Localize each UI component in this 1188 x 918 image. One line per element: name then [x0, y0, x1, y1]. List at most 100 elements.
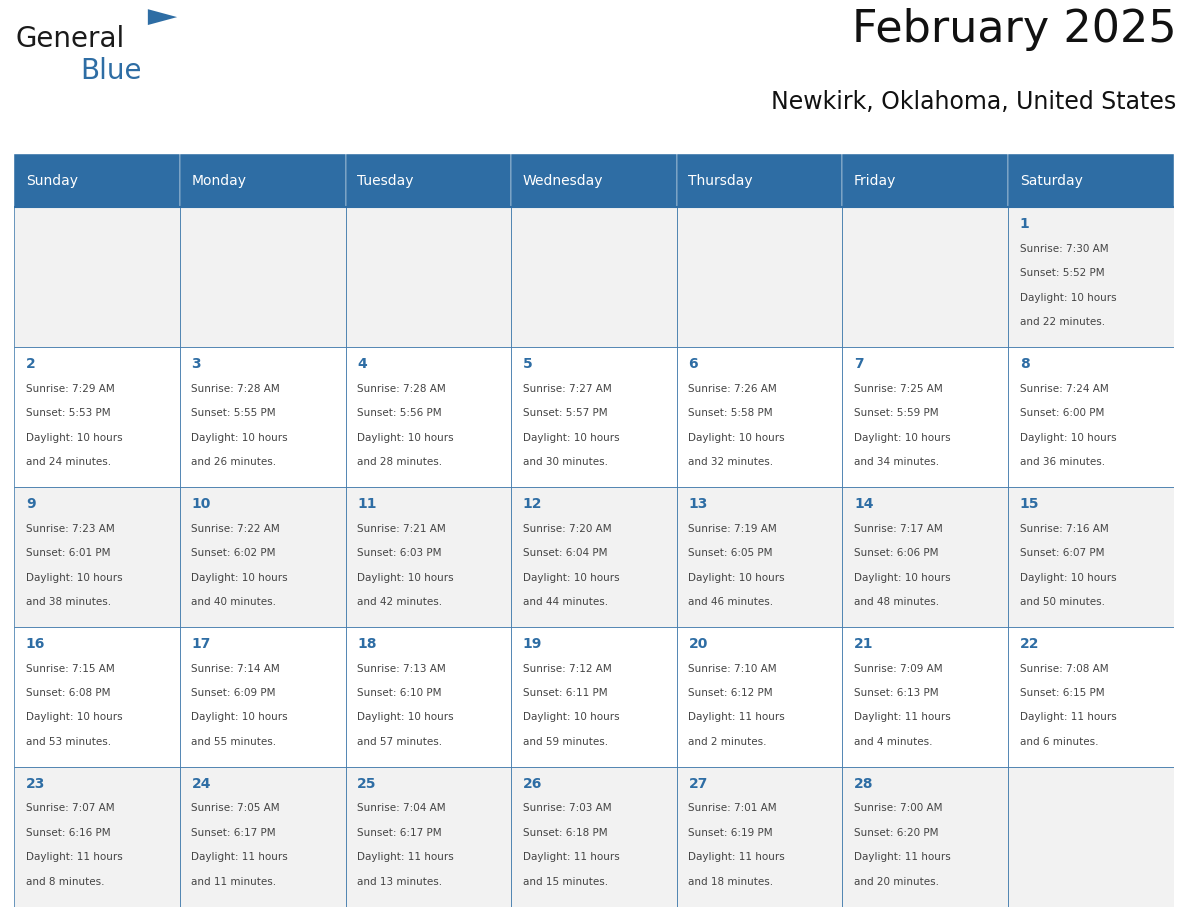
Text: and 38 minutes.: and 38 minutes.: [26, 597, 110, 607]
Text: 26: 26: [523, 777, 542, 791]
Text: Daylight: 10 hours: Daylight: 10 hours: [523, 573, 619, 583]
Text: Sunrise: 7:22 AM: Sunrise: 7:22 AM: [191, 523, 280, 533]
Text: Sunrise: 7:23 AM: Sunrise: 7:23 AM: [26, 523, 114, 533]
Text: 19: 19: [523, 637, 542, 651]
Text: Sunset: 5:52 PM: Sunset: 5:52 PM: [1019, 268, 1105, 278]
Text: 4: 4: [358, 357, 367, 371]
Bar: [842, 347, 1009, 487]
Text: Sunrise: 7:19 AM: Sunrise: 7:19 AM: [688, 523, 777, 533]
Text: Sunset: 5:58 PM: Sunset: 5:58 PM: [688, 409, 773, 419]
Text: Daylight: 10 hours: Daylight: 10 hours: [1019, 432, 1117, 442]
Text: and 50 minutes.: and 50 minutes.: [1019, 597, 1105, 607]
Bar: [842, 207, 1009, 347]
Text: and 44 minutes.: and 44 minutes.: [523, 597, 608, 607]
Text: Sunrise: 7:05 AM: Sunrise: 7:05 AM: [191, 803, 280, 813]
Text: Sunset: 6:05 PM: Sunset: 6:05 PM: [688, 548, 773, 558]
Text: 9: 9: [26, 497, 36, 511]
Text: Sunrise: 7:25 AM: Sunrise: 7:25 AM: [854, 384, 943, 394]
Text: 1: 1: [1019, 218, 1030, 231]
Text: Sunset: 6:18 PM: Sunset: 6:18 PM: [523, 828, 607, 838]
Text: Friday: Friday: [854, 174, 897, 188]
Text: and 48 minutes.: and 48 minutes.: [854, 597, 940, 607]
Bar: [179, 627, 346, 767]
Text: and 8 minutes.: and 8 minutes.: [26, 877, 105, 887]
Text: Daylight: 11 hours: Daylight: 11 hours: [688, 853, 785, 862]
Bar: [346, 347, 511, 487]
Text: Daylight: 10 hours: Daylight: 10 hours: [191, 712, 289, 722]
Text: Sunrise: 7:29 AM: Sunrise: 7:29 AM: [26, 384, 114, 394]
Text: Daylight: 10 hours: Daylight: 10 hours: [523, 432, 619, 442]
Text: and 42 minutes.: and 42 minutes.: [358, 597, 442, 607]
Bar: [14, 487, 179, 627]
Text: Sunset: 6:15 PM: Sunset: 6:15 PM: [1019, 688, 1105, 698]
Text: 24: 24: [191, 777, 211, 791]
Text: Sunset: 6:20 PM: Sunset: 6:20 PM: [854, 828, 939, 838]
Text: Sunrise: 7:09 AM: Sunrise: 7:09 AM: [854, 664, 943, 674]
Text: and 24 minutes.: and 24 minutes.: [26, 457, 110, 467]
Text: and 28 minutes.: and 28 minutes.: [358, 457, 442, 467]
Text: Daylight: 10 hours: Daylight: 10 hours: [358, 712, 454, 722]
Text: Sunrise: 7:16 AM: Sunrise: 7:16 AM: [1019, 523, 1108, 533]
Text: and 13 minutes.: and 13 minutes.: [358, 877, 442, 887]
Bar: [677, 154, 842, 207]
Text: and 30 minutes.: and 30 minutes.: [523, 457, 608, 467]
Text: Sunrise: 7:14 AM: Sunrise: 7:14 AM: [191, 664, 280, 674]
Bar: [179, 487, 346, 627]
Text: Wednesday: Wednesday: [523, 174, 604, 188]
Text: 21: 21: [854, 637, 873, 651]
Text: Daylight: 10 hours: Daylight: 10 hours: [26, 573, 122, 583]
Text: Daylight: 10 hours: Daylight: 10 hours: [854, 432, 950, 442]
Text: Daylight: 11 hours: Daylight: 11 hours: [854, 712, 950, 722]
Text: Sunset: 6:06 PM: Sunset: 6:06 PM: [854, 548, 939, 558]
Text: 16: 16: [26, 637, 45, 651]
Bar: [511, 627, 677, 767]
Bar: [1009, 767, 1174, 907]
Text: Daylight: 10 hours: Daylight: 10 hours: [191, 432, 289, 442]
Text: Newkirk, Oklahoma, United States: Newkirk, Oklahoma, United States: [771, 90, 1176, 114]
Bar: [346, 207, 511, 347]
Text: Sunrise: 7:01 AM: Sunrise: 7:01 AM: [688, 803, 777, 813]
Text: Sunset: 6:04 PM: Sunset: 6:04 PM: [523, 548, 607, 558]
Bar: [511, 767, 677, 907]
Text: and 57 minutes.: and 57 minutes.: [358, 737, 442, 747]
Text: 7: 7: [854, 357, 864, 371]
Text: 14: 14: [854, 497, 873, 511]
Text: Sunrise: 7:30 AM: Sunrise: 7:30 AM: [1019, 244, 1108, 253]
Text: Daylight: 11 hours: Daylight: 11 hours: [1019, 712, 1117, 722]
Text: Blue: Blue: [81, 57, 141, 84]
Bar: [677, 207, 842, 347]
Text: Monday: Monday: [191, 174, 246, 188]
Text: Sunset: 6:11 PM: Sunset: 6:11 PM: [523, 688, 607, 698]
Text: Daylight: 10 hours: Daylight: 10 hours: [26, 712, 122, 722]
Text: Daylight: 11 hours: Daylight: 11 hours: [854, 853, 950, 862]
Text: 15: 15: [1019, 497, 1040, 511]
Text: Sunrise: 7:21 AM: Sunrise: 7:21 AM: [358, 523, 446, 533]
Text: Daylight: 10 hours: Daylight: 10 hours: [26, 432, 122, 442]
Text: and 26 minutes.: and 26 minutes.: [191, 457, 277, 467]
Text: and 2 minutes.: and 2 minutes.: [688, 737, 767, 747]
Text: Sunset: 5:53 PM: Sunset: 5:53 PM: [26, 409, 110, 419]
Bar: [14, 207, 179, 347]
Text: and 46 minutes.: and 46 minutes.: [688, 597, 773, 607]
Bar: [14, 154, 179, 207]
Text: 18: 18: [358, 637, 377, 651]
Text: 11: 11: [358, 497, 377, 511]
Text: General: General: [15, 25, 125, 53]
Bar: [346, 767, 511, 907]
Bar: [14, 767, 179, 907]
Text: and 59 minutes.: and 59 minutes.: [523, 737, 608, 747]
Bar: [511, 207, 677, 347]
Bar: [179, 347, 346, 487]
Bar: [677, 627, 842, 767]
Text: Sunset: 6:02 PM: Sunset: 6:02 PM: [191, 548, 276, 558]
Text: Daylight: 11 hours: Daylight: 11 hours: [26, 853, 122, 862]
Text: and 53 minutes.: and 53 minutes.: [26, 737, 110, 747]
Text: and 40 minutes.: and 40 minutes.: [191, 597, 277, 607]
Text: Daylight: 10 hours: Daylight: 10 hours: [191, 573, 289, 583]
Text: Daylight: 11 hours: Daylight: 11 hours: [688, 712, 785, 722]
Text: Sunrise: 7:24 AM: Sunrise: 7:24 AM: [1019, 384, 1108, 394]
Bar: [346, 627, 511, 767]
Text: 25: 25: [358, 777, 377, 791]
Text: Sunrise: 7:15 AM: Sunrise: 7:15 AM: [26, 664, 114, 674]
Text: Sunday: Sunday: [26, 174, 78, 188]
